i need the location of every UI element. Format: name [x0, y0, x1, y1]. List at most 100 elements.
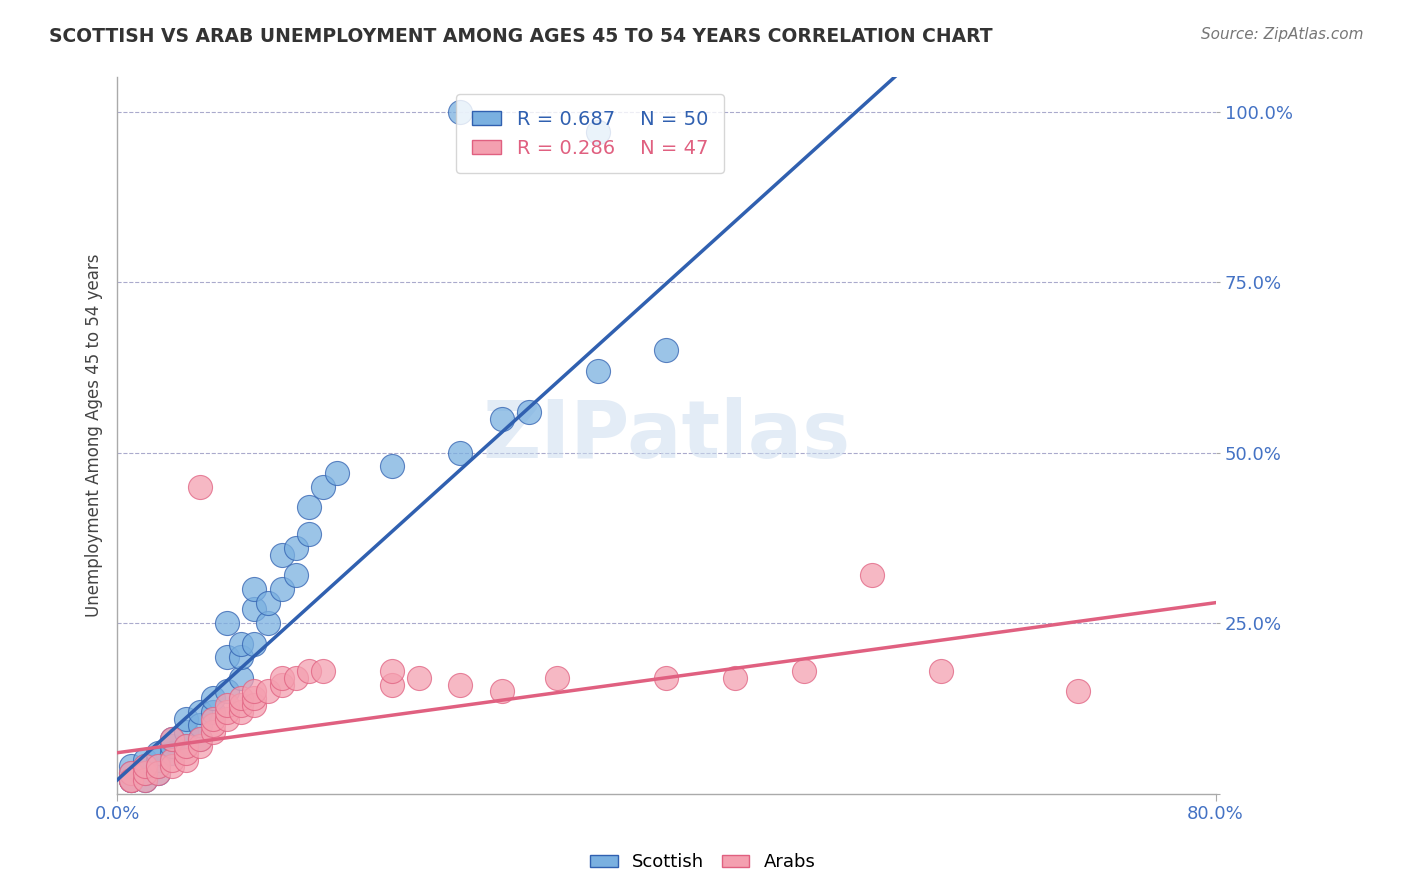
Point [148, 759, 170, 773]
Point [188, 732, 211, 747]
Point [408, 671, 430, 685]
Point [243, 691, 266, 706]
Text: Source: ZipAtlas.com: Source: ZipAtlas.com [1201, 27, 1364, 42]
Point [202, 712, 225, 726]
Point [243, 698, 266, 712]
Point [134, 772, 156, 787]
Point [517, 405, 540, 419]
Point [298, 527, 321, 541]
Point [229, 691, 252, 706]
Point [449, 677, 471, 691]
Point [229, 698, 252, 712]
Text: ZIPatlas: ZIPatlas [482, 397, 851, 475]
Point [188, 739, 211, 753]
Point [134, 766, 156, 780]
Point [174, 753, 197, 767]
Point [188, 705, 211, 719]
Text: SCOTTISH VS ARAB UNEMPLOYMENT AMONG AGES 45 TO 54 YEARS CORRELATION CHART: SCOTTISH VS ARAB UNEMPLOYMENT AMONG AGES… [49, 27, 993, 45]
Point [449, 445, 471, 459]
Point [120, 772, 142, 787]
Point [215, 684, 238, 698]
Point [449, 104, 471, 119]
Point [148, 766, 170, 780]
Y-axis label: Unemployment Among Ages 45 to 54 years: Unemployment Among Ages 45 to 54 years [86, 254, 103, 617]
Point [120, 766, 142, 780]
Point [793, 664, 815, 678]
Point [174, 746, 197, 760]
Point [586, 364, 609, 378]
Point [284, 568, 307, 582]
Point [148, 753, 170, 767]
Point [134, 766, 156, 780]
Point [655, 671, 678, 685]
Point [134, 759, 156, 773]
Point [188, 732, 211, 747]
Point [271, 548, 294, 562]
Point [929, 664, 952, 678]
Point [160, 746, 183, 760]
Point [243, 637, 266, 651]
Point [202, 718, 225, 732]
Point [257, 684, 280, 698]
Point [120, 772, 142, 787]
Point [284, 541, 307, 555]
Point [160, 759, 183, 773]
Point [229, 671, 252, 685]
Point [215, 650, 238, 665]
Point [381, 664, 404, 678]
Point [298, 664, 321, 678]
Point [174, 712, 197, 726]
Point [174, 739, 197, 753]
Point [160, 732, 183, 747]
Point [271, 582, 294, 596]
Point [202, 725, 225, 739]
Point [202, 691, 225, 706]
Point [229, 705, 252, 719]
Point [298, 500, 321, 515]
Point [202, 705, 225, 719]
Point [257, 616, 280, 631]
Point [243, 684, 266, 698]
Point [491, 411, 513, 425]
Point [546, 671, 568, 685]
Point [284, 671, 307, 685]
Point [120, 759, 142, 773]
Point [174, 725, 197, 739]
Point [160, 739, 183, 753]
Point [243, 582, 266, 596]
Point [160, 732, 183, 747]
Point [655, 343, 678, 358]
Legend: Scottish, Arabs: Scottish, Arabs [583, 847, 823, 879]
Point [215, 712, 238, 726]
Point [243, 602, 266, 616]
Point [160, 753, 183, 767]
Point [271, 677, 294, 691]
Point [491, 684, 513, 698]
Point [312, 480, 335, 494]
Point [860, 568, 883, 582]
Point [188, 718, 211, 732]
Point [215, 705, 238, 719]
Point [215, 616, 238, 631]
Point [271, 671, 294, 685]
Point [134, 759, 156, 773]
Point [586, 125, 609, 139]
Point [134, 772, 156, 787]
Point [724, 671, 747, 685]
Point [326, 466, 349, 480]
Point [120, 772, 142, 787]
Point [120, 772, 142, 787]
Point [148, 746, 170, 760]
Point [215, 698, 238, 712]
Point [229, 637, 252, 651]
Point [381, 459, 404, 474]
Point [148, 766, 170, 780]
Point [148, 759, 170, 773]
Point [381, 677, 404, 691]
Legend: R = 0.687    N = 50, R = 0.286    N = 47: R = 0.687 N = 50, R = 0.286 N = 47 [457, 95, 724, 173]
Point [188, 480, 211, 494]
Point [134, 753, 156, 767]
Point [174, 739, 197, 753]
Point [257, 596, 280, 610]
Point [1067, 684, 1090, 698]
